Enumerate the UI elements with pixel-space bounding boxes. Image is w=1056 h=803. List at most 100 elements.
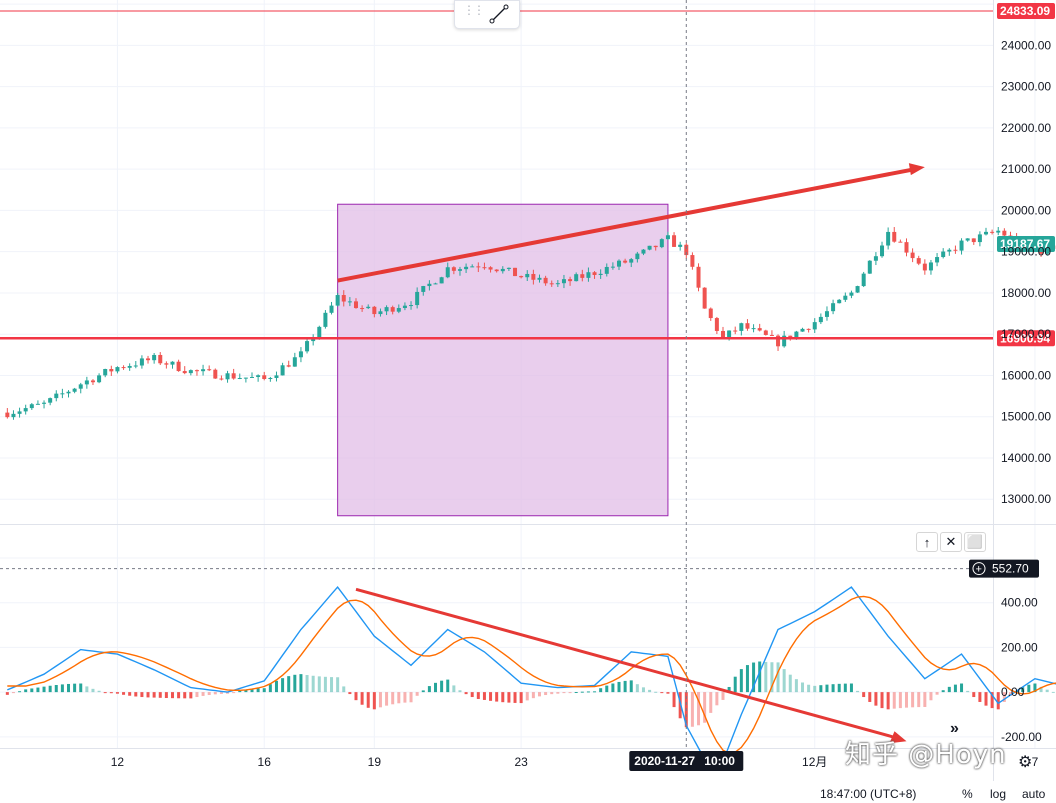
maximize-pane-button[interactable]: ⬜ xyxy=(964,532,986,552)
timezone-label[interactable]: 18:47:00 (UTC+8) xyxy=(820,787,917,801)
time-axis-tick: 12 xyxy=(111,755,125,769)
drawing-toolbar[interactable]: ⋮⋮ xyxy=(454,0,520,29)
candle-body xyxy=(617,260,622,267)
macd-histogram-bar xyxy=(85,686,89,693)
candle-body xyxy=(751,328,756,330)
macd-histogram-bar xyxy=(67,683,71,693)
candle-body xyxy=(464,266,469,270)
macd-histogram-bar xyxy=(268,684,272,693)
macd-histogram-bar xyxy=(904,692,908,708)
candle-body xyxy=(72,388,77,392)
signal-line xyxy=(7,595,1056,754)
candle-body xyxy=(647,245,652,250)
candle-body xyxy=(158,354,163,364)
macd-histogram-bar xyxy=(935,692,939,695)
time-axis-tick: 19 xyxy=(368,755,382,769)
candle-body xyxy=(17,411,22,414)
macd-histogram-bar xyxy=(960,683,964,693)
add-alert-plus: + xyxy=(976,564,982,576)
candle-body xyxy=(439,277,444,284)
highlight-rectangle[interactable] xyxy=(337,203,669,517)
arrow-up-icon: ↑ xyxy=(923,534,931,550)
trend-arrow-down[interactable] xyxy=(355,587,893,739)
move-pane-up-button[interactable]: ↑ xyxy=(916,532,938,552)
candle-body xyxy=(237,377,242,379)
price-axis-tick: 21000.00 xyxy=(1001,162,1051,176)
price-axis-tick: 17000.00 xyxy=(1001,327,1051,341)
macd-histogram-bar xyxy=(470,692,474,698)
candle-body xyxy=(653,245,658,248)
candle-body xyxy=(971,238,976,243)
candle-body xyxy=(97,375,102,383)
candle-body xyxy=(494,269,499,272)
macd-histogram-bar xyxy=(73,683,77,693)
scroll-to-realtime-icon[interactable]: » xyxy=(950,720,959,737)
candle-body xyxy=(1002,230,1007,236)
candle-body xyxy=(48,398,53,403)
candle-body xyxy=(402,305,407,309)
candle-body xyxy=(35,403,40,405)
macd-histogram-bar xyxy=(219,692,223,694)
maximize-icon: ⬜ xyxy=(966,534,984,549)
candle-body xyxy=(996,230,1001,233)
candle-body xyxy=(415,291,420,306)
macd-histogram-bar xyxy=(226,692,230,694)
candle-body xyxy=(678,244,683,247)
candle-body xyxy=(843,295,848,300)
candle-body xyxy=(769,334,774,336)
price-axis-tick: 24000.00 xyxy=(1001,38,1051,52)
macd-histogram-bar xyxy=(48,685,52,693)
trend-arrow-up[interactable] xyxy=(337,167,912,283)
candle-body xyxy=(476,266,481,268)
trendline-tool-icon[interactable] xyxy=(488,3,510,25)
macd-histogram-bar xyxy=(843,683,847,693)
settings-gear-icon[interactable]: ⚙ xyxy=(1018,754,1033,771)
candle-body xyxy=(873,256,878,261)
macd-histogram-bar xyxy=(813,685,817,693)
macd-histogram-bar xyxy=(189,692,193,699)
macd-histogram-bar xyxy=(164,692,168,699)
last-price-bg xyxy=(997,235,1055,252)
macd-histogram-bar xyxy=(666,692,670,694)
macd-histogram-bar xyxy=(752,662,756,693)
candle-body xyxy=(965,238,970,241)
macd-histogram-bar xyxy=(972,692,976,698)
candle-body xyxy=(207,369,212,371)
candle-body xyxy=(201,369,206,372)
macd-histogram-bar xyxy=(648,689,652,693)
time-axis-tick: 7 xyxy=(1032,755,1039,769)
macd-histogram-bar xyxy=(256,688,260,693)
auto-scale-toggle[interactable]: auto xyxy=(1022,787,1046,801)
candle-body xyxy=(886,231,891,246)
macd-histogram-bar xyxy=(819,685,823,693)
candle-body xyxy=(323,312,328,327)
macd-histogram-bar xyxy=(238,690,242,693)
candle-body xyxy=(433,283,438,285)
last-price-label: 19187.67 xyxy=(1000,237,1050,251)
macd-histogram-bar xyxy=(831,684,835,693)
candle-body xyxy=(164,363,169,365)
close-pane-button[interactable]: ✕ xyxy=(940,532,962,552)
macd-histogram-bar xyxy=(378,692,382,708)
drag-handle-icon[interactable]: ⋮⋮ xyxy=(463,3,485,17)
crosshair-label-bg xyxy=(969,559,1039,578)
candle-body xyxy=(23,408,28,412)
candle-body xyxy=(250,376,255,378)
macd-histogram-bar xyxy=(274,680,278,693)
price-axis-tick: 16000.00 xyxy=(1001,368,1051,382)
log-scale-toggle[interactable]: log xyxy=(990,787,1007,801)
macd-histogram-bar xyxy=(886,692,890,710)
candle-body xyxy=(684,244,689,256)
macd-histogram-bar xyxy=(97,690,101,693)
percent-scale-toggle[interactable]: % xyxy=(962,787,973,801)
candle-body xyxy=(109,369,114,372)
candle-body xyxy=(488,267,493,270)
macd-histogram-bar xyxy=(929,692,933,701)
macd-histogram-bar xyxy=(617,681,621,693)
time-axis-tick: 16 xyxy=(258,755,272,769)
add-alert-icon[interactable] xyxy=(972,562,986,576)
candle-body xyxy=(696,266,701,288)
candle-body xyxy=(256,375,261,377)
